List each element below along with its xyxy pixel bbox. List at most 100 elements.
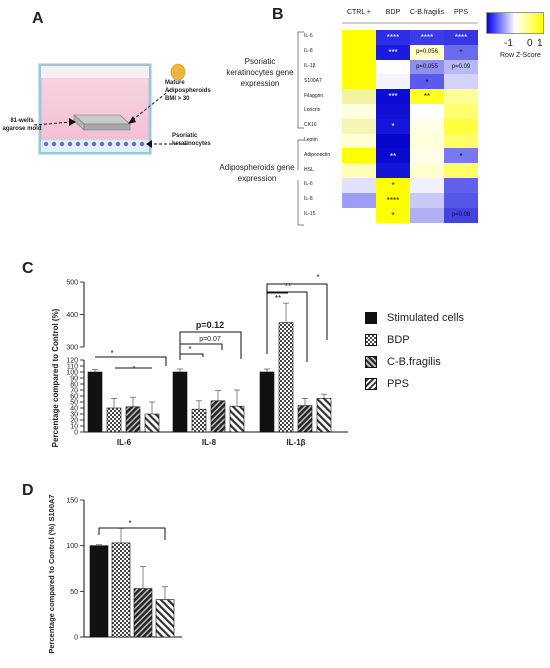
- heatmap-row-label: Loricrin: [304, 107, 344, 113]
- colorbar-tick-high: 1: [537, 38, 543, 49]
- sig-label: *: [110, 349, 113, 358]
- y-tick-label: 60: [70, 394, 78, 401]
- heatmap-cell: ****: [410, 30, 444, 45]
- heatmap-cell: [342, 193, 376, 208]
- heatmap-cell: [444, 134, 478, 149]
- agarose-mold: [74, 115, 130, 130]
- bar: [279, 323, 293, 432]
- heatmap-cell: [444, 119, 478, 134]
- y-tick-label: 100: [66, 370, 78, 377]
- heatmap-cell: [444, 163, 478, 178]
- y-tick-label: 30: [70, 412, 78, 419]
- y-tick-label: 90: [70, 376, 78, 383]
- y-tick-label: 400: [66, 312, 78, 319]
- legend-item: PPS: [365, 378, 409, 390]
- heatmap-cell: [376, 74, 410, 89]
- legend-swatch: [365, 312, 377, 324]
- sig-label: p=0.07: [199, 336, 221, 343]
- heatmap-cell: [342, 104, 376, 119]
- heatmap-cell: *: [376, 208, 410, 223]
- bar: [317, 398, 331, 432]
- bar: [298, 406, 312, 432]
- heatmap-row-label: IL-6: [304, 181, 344, 187]
- y-tick-label: 150: [66, 498, 78, 505]
- heatmap-col-header: C-B.fragilis: [409, 9, 445, 16]
- heatmap-cell: [342, 148, 376, 163]
- x-category-label: IL-6: [117, 438, 132, 447]
- heatmap-cell: [342, 60, 376, 75]
- legend-swatch: [365, 378, 377, 390]
- sig-label: **: [275, 294, 281, 303]
- y-tick-label: 10: [70, 424, 78, 431]
- bar: [260, 372, 274, 432]
- heatmap-cell: [342, 30, 376, 45]
- bar: [230, 406, 244, 432]
- heatmap-row-label: IL-1β: [304, 63, 344, 69]
- heatmap-cell: [410, 163, 444, 178]
- heatmap-cell: [410, 134, 444, 149]
- heatmap-cell: ***: [376, 45, 410, 60]
- heatmap-cell: [342, 74, 376, 89]
- heatmap-row-label: IL-8: [304, 196, 344, 202]
- legend-label: PPS: [387, 378, 409, 390]
- bar: [192, 409, 206, 432]
- chart-c: 0102030405060708090100110120300400500Per…: [0, 260, 360, 460]
- colorbar-tick-mid: 0: [527, 38, 533, 49]
- heatmap-cell: *: [410, 74, 444, 89]
- bar: [145, 414, 159, 432]
- panel-b-letter: B: [272, 6, 284, 24]
- heatmap-cell: [376, 60, 410, 75]
- heatmap-cell: [444, 104, 478, 119]
- sig-bracket: [180, 354, 203, 360]
- heatmap-row-label: IL-6: [304, 33, 344, 39]
- adipospheroid: [171, 64, 185, 80]
- heatmap-cell: **: [376, 148, 410, 163]
- heatmap-col-header: BDP: [375, 9, 411, 16]
- heatmap-cell: [376, 163, 410, 178]
- heatmap-cell: ****: [376, 30, 410, 45]
- legend-item: C-B.fragilis: [365, 356, 441, 368]
- y-tick-label: 70: [70, 388, 78, 395]
- label-adipo: Mature Adipospheroids BMI > 30: [165, 79, 223, 103]
- heatmap-cell: *: [376, 119, 410, 134]
- bar: [126, 407, 140, 432]
- x-category-label: IL-8: [202, 438, 217, 447]
- heatmap-header-separator: [342, 22, 478, 24]
- heatmap-cell: [376, 104, 410, 119]
- heatmap-col-header: CTRL +: [341, 9, 377, 16]
- panel-a-letter: A: [32, 10, 44, 28]
- legend-label: Stimulated cells: [387, 312, 464, 324]
- y-axis-label: Percentage compared to Control (%): [51, 308, 60, 447]
- heatmap-cell: *: [444, 148, 478, 163]
- heatmap-cell: p=0.08: [444, 208, 478, 223]
- y-tick-label: 0: [74, 635, 78, 642]
- bar: [173, 372, 187, 432]
- heatmap-cell: [444, 74, 478, 89]
- heatmap-cell: [410, 193, 444, 208]
- legend-swatch: [365, 334, 377, 346]
- heatmap-cell: p=0.056: [410, 45, 444, 60]
- label-wells: 81-wells agarose mold: [2, 117, 42, 133]
- row-brackets: [294, 30, 310, 230]
- heatmap-row-label: IL-8: [304, 48, 344, 54]
- heatmap-col-header: PPS: [443, 9, 479, 16]
- sig-label: *: [128, 519, 131, 528]
- group1-title: Psoriatic keratinocytes gene expression: [220, 56, 300, 89]
- heatmap-cell: p=0.09: [444, 60, 478, 75]
- sig-label: *: [188, 345, 191, 354]
- legend-swatch: [365, 356, 377, 368]
- heatmap-row-label: S100A7: [304, 78, 344, 84]
- y-tick-label: 0: [74, 430, 78, 437]
- y-tick-label: 50: [70, 400, 78, 407]
- bar: [134, 589, 152, 637]
- heatmap-cell: **: [410, 89, 444, 104]
- heatmap-cell: [410, 208, 444, 223]
- legend-item: Stimulated cells: [365, 312, 464, 324]
- colorbar: [486, 12, 544, 34]
- heatmap-cell: ****: [376, 193, 410, 208]
- label-kerat: Psoriatic keratinocytes: [172, 132, 222, 148]
- bar: [112, 543, 130, 637]
- y-tick-label: 100: [66, 543, 78, 550]
- heatmap-cell: [444, 89, 478, 104]
- bar: [211, 401, 225, 432]
